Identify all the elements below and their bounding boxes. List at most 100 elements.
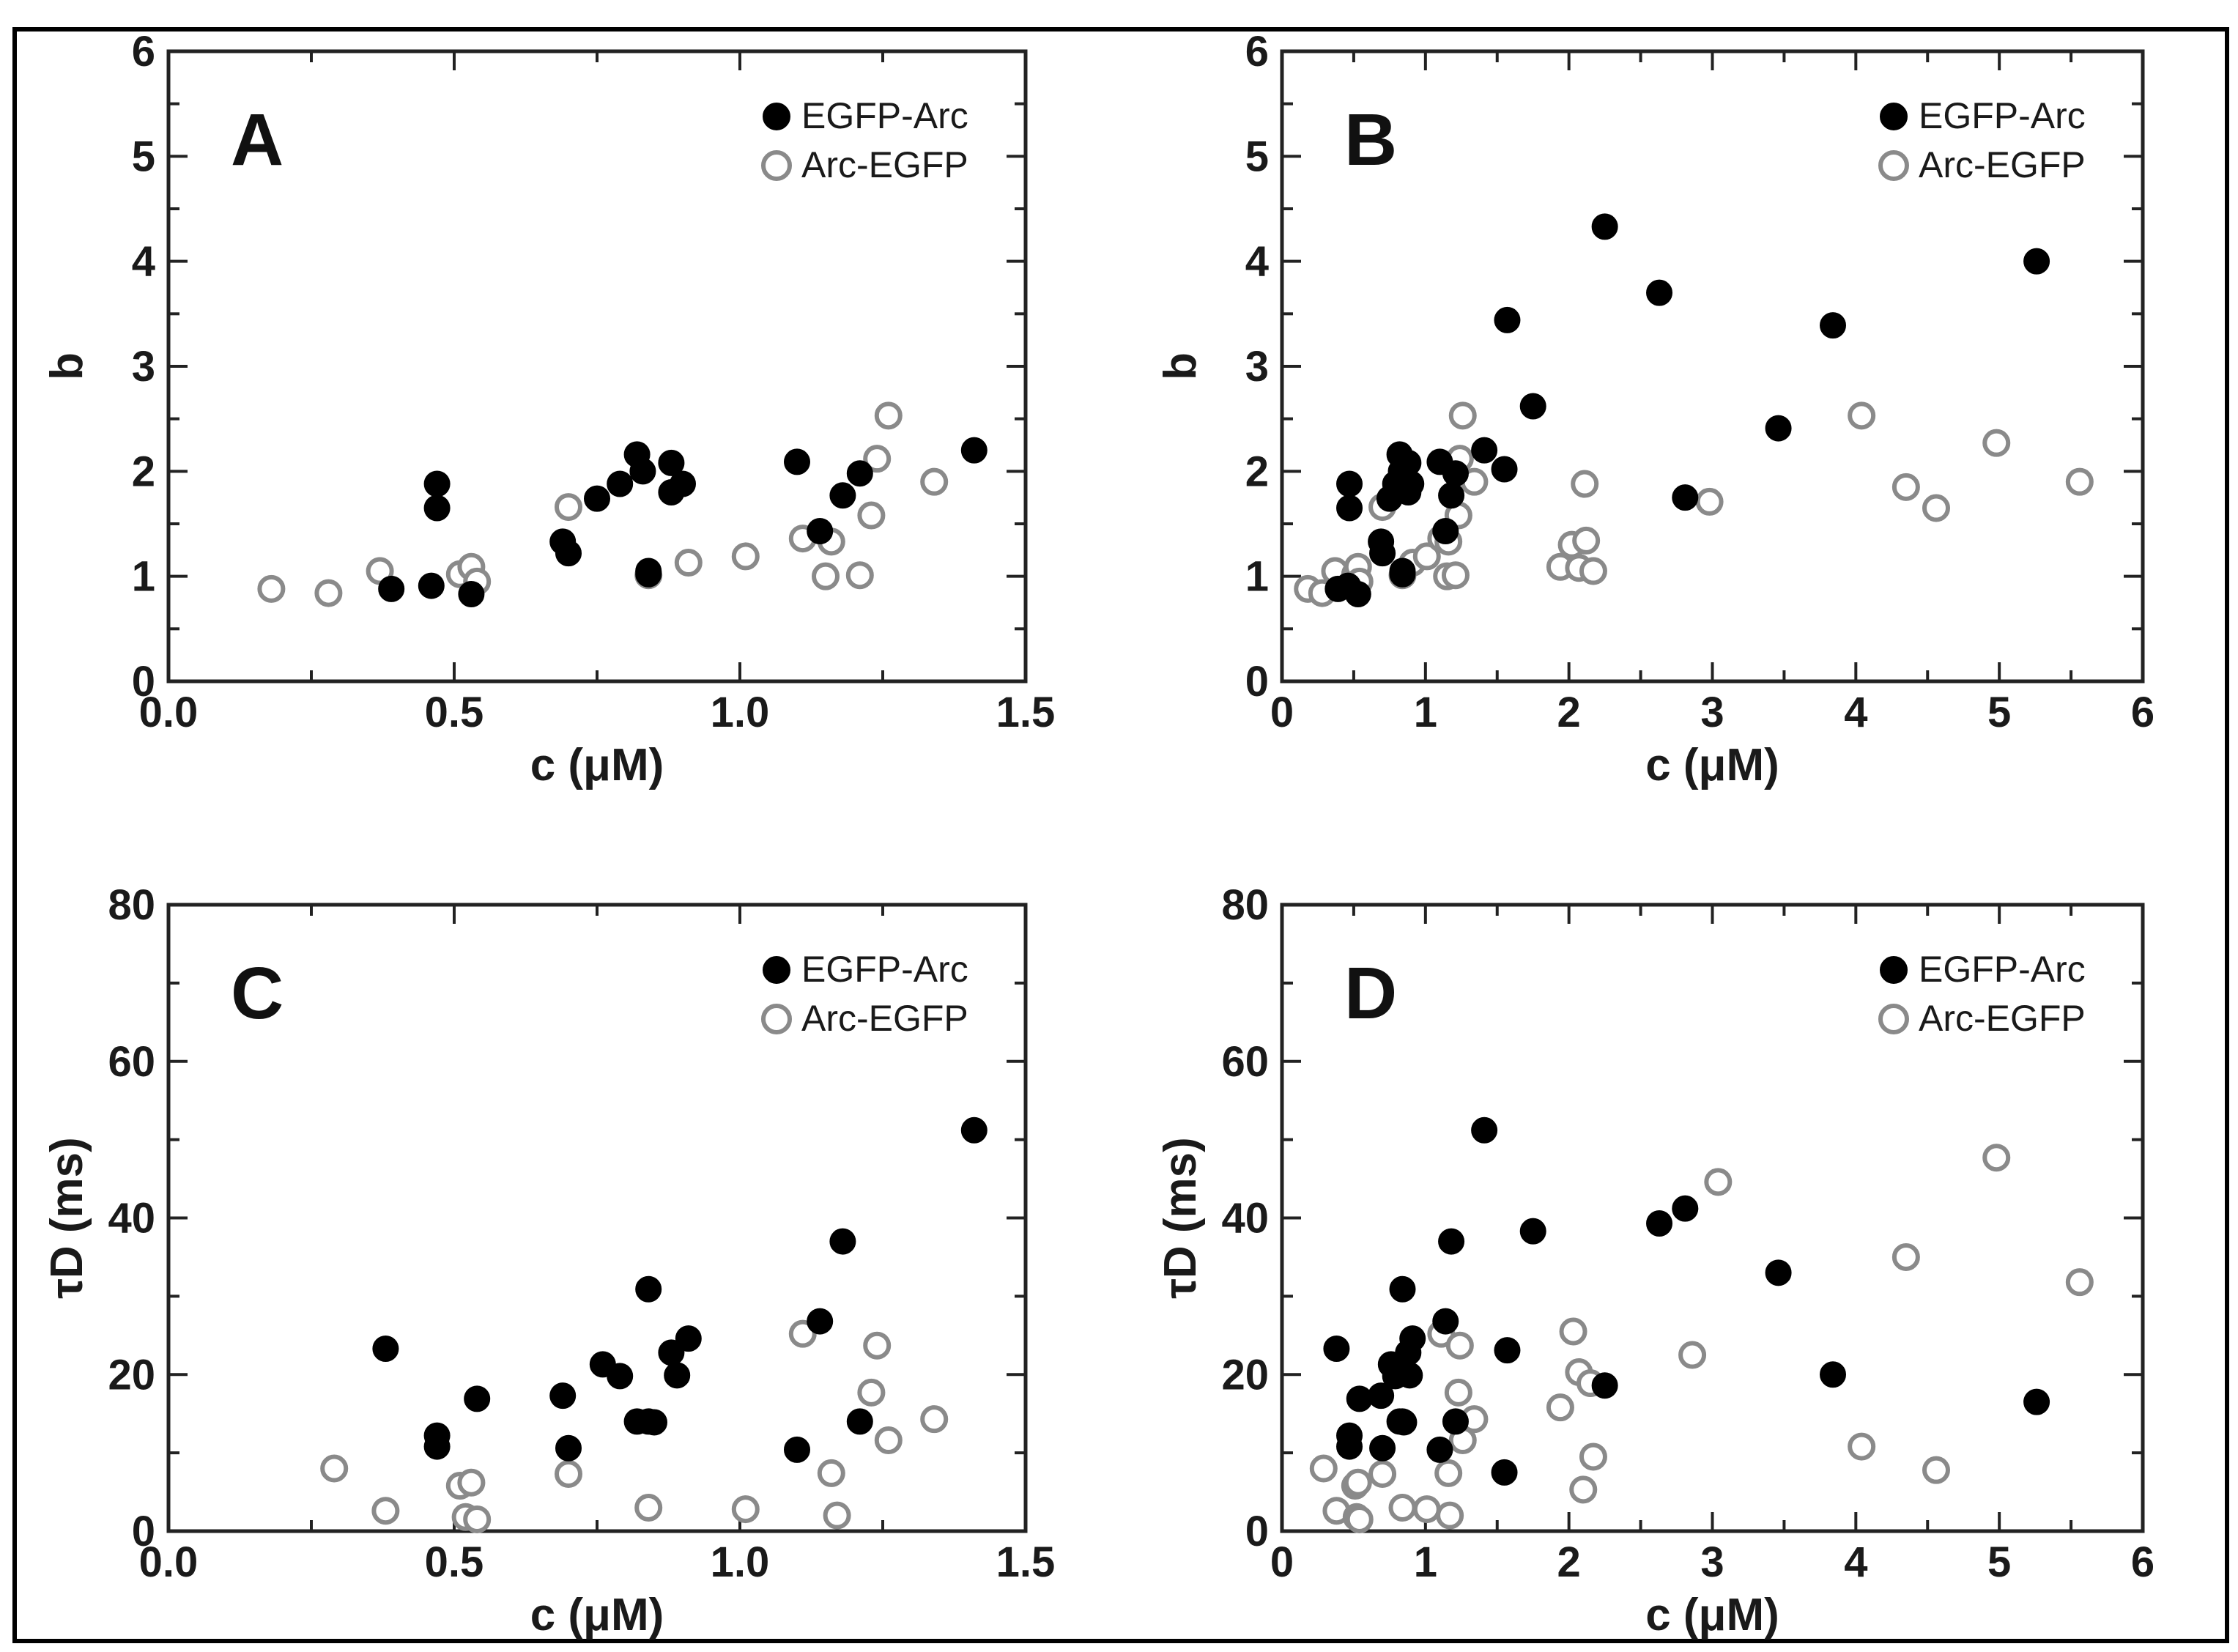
x-tick-label: 0	[1270, 689, 1294, 736]
data-point-arc-egfp	[1572, 526, 1601, 555]
data-point-arc-egfp	[1368, 1459, 1397, 1488]
data-point-egfp-arc	[807, 1308, 834, 1335]
x-axis-label: c (μM)	[530, 1590, 664, 1640]
data-point-egfp-arc	[1672, 1195, 1699, 1222]
data-point-egfp-arc	[675, 1325, 702, 1352]
data-point-egfp-arc	[807, 518, 834, 545]
data-point-egfp-arc	[635, 560, 662, 588]
data-point-egfp-arc	[1438, 1228, 1465, 1255]
data-point-arc-egfp	[463, 1505, 492, 1533]
data-point-arc-egfp	[314, 579, 343, 607]
data-point-egfp-arc	[423, 1422, 451, 1449]
x-axis-label: c (μM)	[1645, 740, 1779, 790]
x-tick-label: 0	[1270, 1538, 1294, 1586]
data-point-arc-egfp	[371, 1497, 400, 1525]
legend-marker-open	[1878, 150, 1909, 181]
data-point-egfp-arc	[784, 448, 810, 475]
y-tick-label: 5	[132, 133, 155, 180]
data-point-egfp-arc	[1765, 1259, 1792, 1286]
data-point-arc-egfp	[1579, 557, 1607, 585]
data-point-egfp-arc	[1438, 482, 1465, 509]
data-point-arc-egfp	[845, 561, 874, 590]
data-point-egfp-arc	[1646, 1210, 1673, 1237]
data-point-egfp-arc	[1336, 495, 1363, 522]
data-point-arc-egfp	[823, 1501, 851, 1530]
data-point-egfp-arc	[1323, 1335, 1350, 1362]
legend-marker-filled	[763, 103, 790, 130]
data-point-arc-egfp	[674, 549, 703, 577]
legend-label: Arc-EGFP	[1919, 998, 2086, 1039]
data-point-egfp-arc	[1399, 1325, 1426, 1352]
data-point-arc-egfp	[863, 1331, 892, 1360]
x-tick-label: 1	[1414, 689, 1437, 736]
panel-letter: C	[231, 952, 284, 1034]
data-point-egfp-arc	[1369, 1434, 1396, 1462]
data-point-arc-egfp	[731, 542, 760, 571]
data-point-egfp-arc	[1519, 1218, 1546, 1245]
legend-label: Arc-EGFP	[801, 998, 968, 1039]
legend-marker-filled	[1880, 103, 1908, 130]
data-point-egfp-arc	[629, 458, 656, 485]
y-tick-label: 60	[1221, 1038, 1269, 1086]
y-tick-label: 80	[1221, 881, 1269, 929]
data-point-arc-egfp	[457, 1468, 486, 1497]
data-point-arc-egfp	[2065, 1268, 2094, 1297]
data-point-egfp-arc	[1336, 1422, 1363, 1449]
y-tick-label: 0	[1245, 658, 1269, 705]
y-tick-label: 3	[132, 343, 155, 390]
plot-area: 0.0 0.5 1.0 1.5 0 1 2 3 4 5 6 c (μM) b A EGFP-Arc Arc-E…	[42, 28, 2154, 1640]
data-point-egfp-arc	[1519, 393, 1546, 420]
data-point-egfp-arc	[1398, 470, 1425, 497]
data-point-arc-egfp	[857, 1378, 886, 1407]
y-tick-label: 40	[108, 1195, 155, 1242]
data-point-arc-egfp	[1441, 561, 1470, 590]
data-point-egfp-arc	[464, 1385, 491, 1412]
y-tick-label: 5	[1245, 133, 1269, 180]
legend-marker-open	[1878, 1004, 1909, 1034]
x-axis-label: c (μM)	[530, 740, 664, 790]
data-point-egfp-arc	[555, 540, 582, 567]
data-point-egfp-arc	[1471, 1116, 1498, 1144]
y-tick-label: 0	[132, 658, 155, 705]
data-point-arc-egfp	[1891, 473, 1920, 501]
chart-panel-c: 0.0 0.5 1.0 1.5 0 20 40 60 80 c (μM) τD (ms) C EGFP-…	[42, 881, 1055, 1640]
y-tick-label: 2	[1245, 448, 1269, 495]
y-tick-label: 6	[1245, 28, 1269, 75]
data-point-egfp-arc	[846, 1408, 873, 1435]
y-axis-label: b	[1155, 352, 1206, 380]
data-point-arc-egfp	[1412, 1495, 1441, 1524]
data-point-arc-egfp	[1559, 1317, 1587, 1346]
data-point-arc-egfp	[812, 562, 840, 590]
legend-marker-open	[761, 150, 792, 181]
x-tick-label: 5	[1987, 1538, 2011, 1586]
data-point-arc-egfp	[1982, 1144, 2011, 1172]
data-point-arc-egfp	[1388, 1493, 1417, 1522]
data-point-arc-egfp	[874, 401, 903, 430]
data-point-arc-egfp	[1891, 1242, 1920, 1271]
data-point-arc-egfp	[634, 1493, 663, 1522]
x-axis-label: c (μM)	[1645, 1590, 1779, 1640]
data-point-egfp-arc	[658, 449, 685, 476]
y-tick-label: 60	[108, 1038, 155, 1086]
data-point-egfp-arc	[555, 1434, 582, 1462]
data-point-egfp-arc	[2023, 248, 2050, 275]
data-point-egfp-arc	[829, 482, 856, 509]
y-tick-label: 6	[132, 28, 155, 75]
x-tick-label: 1.0	[711, 1538, 770, 1586]
data-point-egfp-arc	[607, 1363, 634, 1390]
data-point-arc-egfp	[257, 574, 286, 603]
data-point-arc-egfp	[320, 1454, 349, 1483]
data-point-egfp-arc	[1765, 415, 1792, 442]
legend-label: EGFP-Arc	[801, 949, 968, 990]
data-point-egfp-arc	[1591, 1372, 1618, 1399]
data-point-egfp-arc	[1368, 1382, 1395, 1410]
data-point-egfp-arc	[458, 581, 485, 608]
y-tick-label: 4	[1245, 238, 1269, 286]
x-tick-label: 0.5	[425, 689, 484, 736]
x-tick-label: 0.5	[425, 1538, 484, 1586]
legend-label: EGFP-Arc	[1919, 949, 2086, 990]
data-point-egfp-arc	[1442, 1408, 1469, 1435]
data-point-arc-egfp	[1848, 1432, 1876, 1461]
x-tick-label: 3	[1700, 1538, 1724, 1586]
